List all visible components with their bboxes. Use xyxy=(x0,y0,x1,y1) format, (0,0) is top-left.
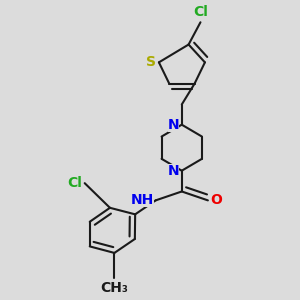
Text: O: O xyxy=(210,194,222,207)
Text: Cl: Cl xyxy=(68,176,82,190)
Text: S: S xyxy=(146,56,156,69)
Text: NH: NH xyxy=(130,194,154,207)
Text: Cl: Cl xyxy=(193,5,208,19)
Text: CH₃: CH₃ xyxy=(100,281,128,296)
Text: N: N xyxy=(168,118,179,132)
Text: N: N xyxy=(168,164,179,178)
